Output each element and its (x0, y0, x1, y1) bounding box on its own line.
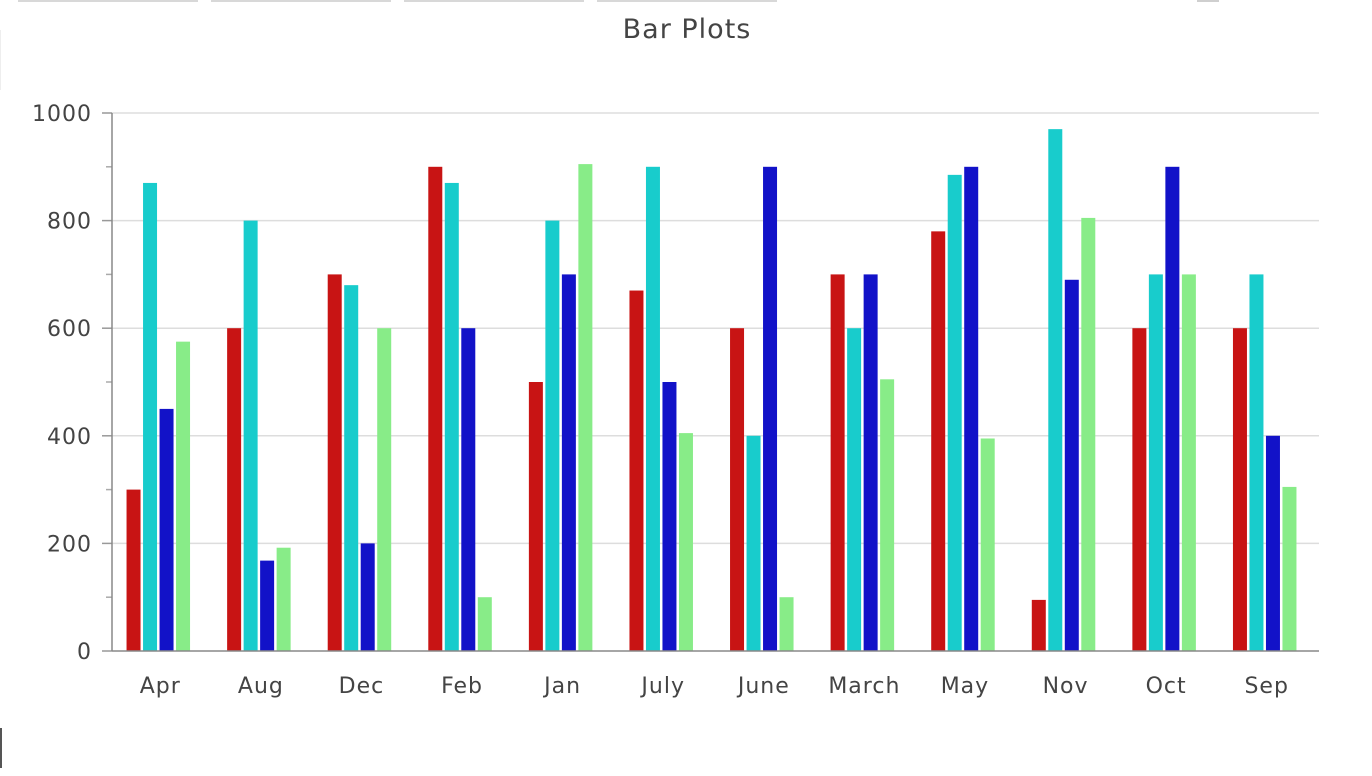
bar (730, 328, 745, 651)
bar (662, 382, 677, 651)
bar (1132, 328, 1147, 651)
bar (176, 341, 191, 651)
bar (847, 328, 862, 651)
bar (260, 560, 275, 651)
bar (344, 285, 359, 651)
tab-stub[interactable] (211, 0, 391, 2)
bar (746, 435, 761, 651)
bar (126, 489, 141, 651)
bar (830, 274, 845, 651)
tab-stub[interactable] (404, 0, 584, 2)
bar (428, 166, 443, 652)
bar (980, 438, 995, 651)
bar (763, 166, 778, 652)
x-tick-label: Feb (441, 674, 483, 699)
bar (947, 174, 962, 651)
x-tick-label: May (941, 674, 989, 699)
x-tick-label: Jan (542, 674, 581, 699)
y-tick-label: 1000 (32, 102, 92, 127)
bar (578, 164, 593, 652)
bars (126, 129, 1297, 652)
y-tick-label: 600 (47, 317, 92, 342)
y-tick-label: 0 (77, 640, 92, 665)
chart-title: Bar Plots (623, 14, 752, 45)
bar (143, 182, 158, 651)
bar (1081, 217, 1096, 651)
y-axis: 0 200 400 600 800 1000 (32, 102, 113, 665)
frame-edge-mark (0, 728, 2, 768)
bar (1232, 328, 1247, 651)
bar (327, 274, 342, 651)
tab-stub[interactable] (597, 0, 777, 2)
window-control[interactable] (1197, 0, 1219, 2)
bar (1048, 129, 1063, 651)
bar (276, 547, 291, 651)
tab-strip (0, 0, 1372, 4)
x-tick-label: March (828, 674, 900, 699)
bar (444, 182, 459, 651)
y-tick-label: 800 (47, 210, 92, 235)
bar (227, 328, 242, 651)
bar (377, 328, 392, 651)
x-tick-label: Aug (238, 674, 284, 699)
bar (561, 274, 576, 651)
bar (1165, 166, 1180, 652)
y-tick-label: 400 (47, 425, 92, 450)
bar (360, 543, 375, 651)
bar (243, 220, 258, 651)
bar (779, 597, 794, 651)
bar (964, 166, 979, 652)
bar (1031, 599, 1046, 651)
x-tick-label: Dec (339, 674, 385, 699)
tab-stub[interactable] (18, 0, 198, 2)
bar (1148, 274, 1163, 651)
bar (645, 166, 660, 652)
x-tick-label: June (736, 674, 790, 699)
bar (461, 328, 476, 651)
bar (678, 433, 693, 651)
x-tick-label: Sep (1244, 674, 1288, 699)
bar (931, 231, 946, 652)
gridlines (112, 112, 1319, 545)
x-tick-label: Nov (1043, 674, 1089, 699)
x-tick-label: Apr (140, 674, 181, 699)
x-axis: Apr Aug Dec Feb Jan July June March May Nov Oct Sep (112, 650, 1319, 699)
bar (1282, 486, 1297, 651)
bar (1249, 274, 1264, 651)
bar (528, 382, 543, 651)
bar (159, 408, 174, 651)
bar (880, 379, 895, 651)
y-tick-label: 200 (47, 532, 92, 557)
x-tick-label: July (639, 674, 685, 699)
frame-edge (0, 30, 1, 90)
bar (1265, 435, 1280, 651)
bar (629, 290, 644, 651)
bar (1181, 274, 1196, 651)
bar (863, 274, 878, 651)
x-tick-label: Oct (1146, 674, 1187, 699)
bar (545, 220, 560, 651)
bar (1064, 279, 1079, 651)
bar (477, 597, 492, 651)
